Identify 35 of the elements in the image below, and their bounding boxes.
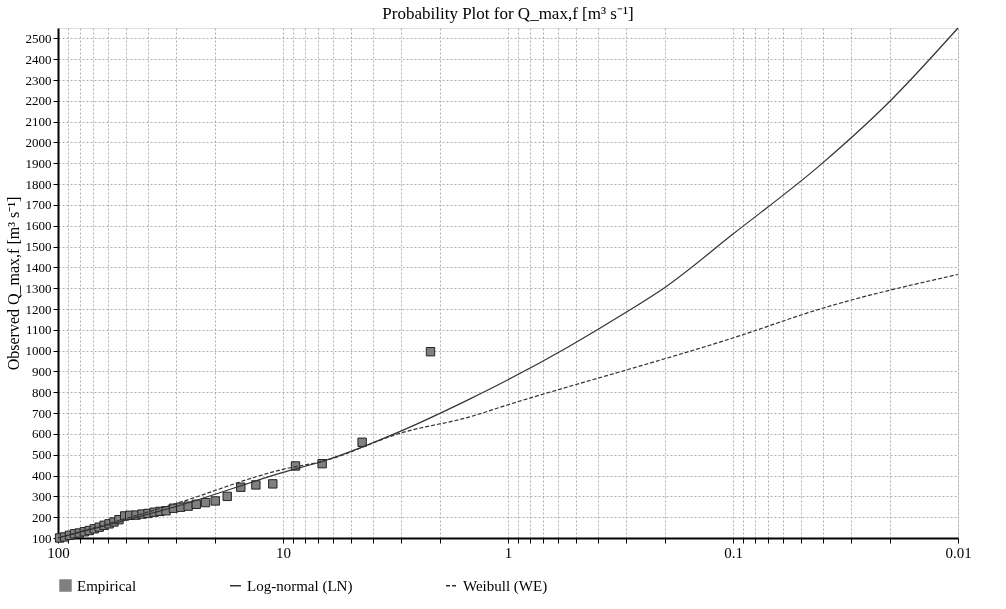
y-tick-label: 2200 [25, 93, 52, 109]
y-tick-label: 2300 [25, 72, 52, 88]
y-tick-label: 1400 [25, 259, 52, 275]
y-tick-label: 2400 [25, 51, 52, 67]
y-tick-label: 100 [32, 530, 52, 546]
legend-label: Log-normal (LN) [247, 577, 353, 595]
y-tick-label: 1200 [25, 301, 52, 317]
y-tick-label: 700 [32, 405, 52, 421]
legend-label: Weibull (WE) [463, 577, 548, 595]
y-axis-title: Observed Q_max,f [m³ s⁻¹] [4, 196, 22, 371]
y-tick-label: 2100 [25, 114, 52, 130]
x-tick-label: 10 [276, 544, 291, 561]
x-tick-label: 0.01 [945, 544, 972, 561]
y-tick-label: 400 [32, 468, 52, 484]
y-tick-label: 1800 [25, 176, 52, 192]
y-tick-label: 200 [32, 509, 52, 525]
y-tick-label: 1500 [25, 239, 52, 255]
x-tick-label: 0.1 [724, 544, 743, 561]
y-tick-label: 300 [32, 488, 52, 504]
y-tick-label: 800 [32, 384, 52, 400]
y-tick-label: 900 [32, 363, 52, 379]
y-tick-label: 500 [32, 447, 52, 463]
x-tick-label: 1 [504, 544, 513, 561]
y-tick-label: 1600 [25, 218, 52, 234]
chart-title: Probability Plot for Q_max,f [m³ s⁻¹] [382, 4, 634, 24]
y-tick-label: 1700 [25, 197, 52, 213]
y-tick-label: 1100 [25, 322, 52, 338]
y-tick-label: 1300 [25, 280, 52, 296]
legend-label: Empirical [77, 577, 137, 594]
y-tick-label: 2000 [25, 134, 52, 150]
y-tick-label: 600 [32, 426, 52, 442]
y-tick-label: 2500 [25, 30, 52, 46]
x-tick-label: 100 [47, 544, 70, 561]
y-tick-label: 1900 [25, 155, 52, 171]
y-tick-label: 1000 [25, 343, 52, 359]
